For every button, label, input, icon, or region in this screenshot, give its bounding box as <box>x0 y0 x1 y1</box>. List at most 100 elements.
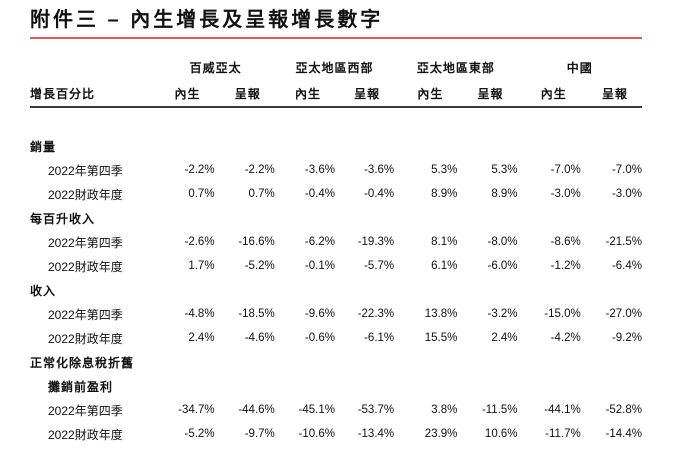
empty-cells <box>156 350 642 374</box>
section-sublabel: 攤銷前盈利 <box>48 379 114 394</box>
group-header-china: 中國 <box>566 60 593 75</box>
cell: -0.4% <box>304 188 335 200</box>
cell: -15.0% <box>544 308 581 320</box>
cell: -4.8% <box>184 308 215 320</box>
cell: -45.1% <box>298 404 335 416</box>
col-header-organic: 內生 <box>394 80 458 108</box>
empty-cells <box>156 206 642 230</box>
row-header-label: 增長百分比 <box>30 80 157 108</box>
table-row: 2022年第四季 -2.6% -16.6% -6.2% -19.3% 8.1% … <box>30 230 642 254</box>
col-header-reported: 呈報 <box>580 80 642 108</box>
row-label: 2022年第四季 <box>48 307 123 322</box>
corner-cell <box>30 54 156 80</box>
cell: -6.2% <box>304 236 335 248</box>
cell: -3.2% <box>487 308 518 320</box>
row-label: 2022年第四季 <box>48 403 123 418</box>
cell: -44.6% <box>238 404 275 416</box>
cell: 1.7% <box>188 260 215 272</box>
cell: -11.7% <box>545 428 581 440</box>
cell: 0.7% <box>188 188 215 200</box>
cell: 2.4% <box>491 332 518 344</box>
cell: -3.0% <box>550 188 581 200</box>
cell: 2.4% <box>188 332 215 344</box>
table-row-section-revenue-per-hl: 每百升收入 <box>30 206 642 230</box>
col-header-organic: 內生 <box>517 80 581 108</box>
col-header-organic: 內生 <box>156 80 215 108</box>
cell: -6.4% <box>611 260 642 272</box>
col-header-reported: 呈報 <box>214 80 275 108</box>
document-page: 附件三 – 內生增長及呈報增長數字 百威亞太 亞太地區西部 亞太地區東部 中國 … <box>30 8 642 446</box>
cell: -22.3% <box>357 308 395 320</box>
table-row: 2022年第四季 -2.2% -2.2% -3.6% -3.6% 5.3% 5.… <box>30 158 642 182</box>
group-header-apac-east: 亞太地區東部 <box>416 60 495 75</box>
cell: 8.9% <box>491 188 518 200</box>
cell: -3.6% <box>304 164 335 176</box>
row-label: 2022財政年度 <box>48 427 123 442</box>
table-row-section-ebitda-line2: 攤銷前盈利 <box>30 374 642 398</box>
cell: -2.2% <box>184 164 215 176</box>
section-label: 收入 <box>30 283 57 298</box>
table-row-section-revenue: 收入 <box>30 278 642 302</box>
section-label: 正常化除息稅折舊 <box>30 355 135 370</box>
empty-cells <box>156 278 642 302</box>
cell: -0.4% <box>364 188 395 200</box>
growth-table: 百威亞太 亞太地區西部 亞太地區東部 中國 增長百分比 內生 呈報 內生 呈報 … <box>30 54 642 446</box>
cell: 8.1% <box>431 236 458 248</box>
cell: -18.5% <box>238 308 275 320</box>
cell: -5.2% <box>244 260 275 272</box>
table-row-section-volume: 銷量 <box>30 134 642 158</box>
cell: 8.9% <box>431 188 458 200</box>
cell: 6.1% <box>431 260 458 272</box>
cell: -2.6% <box>184 236 215 248</box>
cell: 0.7% <box>248 188 275 200</box>
row-label: 2022年第四季 <box>48 163 123 178</box>
col-header-reported: 呈報 <box>334 80 395 108</box>
cell: 5.3% <box>491 164 518 176</box>
cell: -19.3% <box>357 236 395 248</box>
cell: -16.6% <box>238 236 275 248</box>
empty-cells <box>156 134 642 158</box>
table-row: 2022財政年度 2.4% -4.6% -0.6% -6.1% 15.5% 2.… <box>30 326 642 350</box>
cell: -5.2% <box>184 428 215 440</box>
table-row: 2022年第四季 -4.8% -18.5% -9.6% -22.3% 13.8%… <box>30 302 642 326</box>
section-label: 每百升收入 <box>30 211 96 226</box>
cell: -8.0% <box>487 236 518 248</box>
spacer-cell <box>30 107 642 134</box>
empty-cells <box>156 374 642 398</box>
cell: -2.2% <box>244 164 275 176</box>
cell: -9.6% <box>304 308 335 320</box>
table-row-section-ebitda-line1: 正常化除息稅折舊 <box>30 350 642 374</box>
cell: -9.2% <box>611 332 642 344</box>
page-title: 附件三 – 內生增長及呈報增長數字 <box>30 8 642 39</box>
cell: -53.7% <box>357 404 395 416</box>
spacer-row <box>30 107 642 134</box>
cell: -44.1% <box>544 404 581 416</box>
table-row: 2022年第四季 -34.7% -44.6% -45.1% -53.7% 3.8… <box>30 398 642 422</box>
cell: -10.6% <box>298 428 335 440</box>
cell: -11.5% <box>481 404 518 416</box>
cell: -0.6% <box>304 332 335 344</box>
cell: -34.7% <box>178 404 215 416</box>
group-header-apac-west: 亞太地區西部 <box>295 60 374 75</box>
cell: -14.4% <box>605 428 642 440</box>
col-header-reported: 呈報 <box>457 80 518 108</box>
table-row: 2022財政年度 1.7% -5.2% -0.1% -5.7% 6.1% -6.… <box>30 254 642 278</box>
cell: 5.3% <box>431 164 458 176</box>
cell: -3.6% <box>364 164 395 176</box>
cell: -52.8% <box>605 404 642 416</box>
cell: -3.0% <box>611 188 642 200</box>
row-label: 2022財政年度 <box>48 187 123 202</box>
col-header-organic: 內生 <box>274 80 335 108</box>
cell: -1.2% <box>550 260 581 272</box>
cell: -8.6% <box>550 236 581 248</box>
cell: -4.2% <box>550 332 581 344</box>
cell: 10.6% <box>484 428 518 440</box>
row-label: 2022財政年度 <box>48 259 123 274</box>
cell: 13.8% <box>424 308 458 320</box>
group-header-bud-apac: 百威亞太 <box>189 60 242 75</box>
cell: -6.0% <box>487 260 518 272</box>
cell: -7.0% <box>550 164 581 176</box>
table-row: 2022財政年度 0.7% 0.7% -0.4% -0.4% 8.9% 8.9%… <box>30 182 642 206</box>
cell: -21.5% <box>605 236 642 248</box>
row-label: 2022財政年度 <box>48 331 123 346</box>
